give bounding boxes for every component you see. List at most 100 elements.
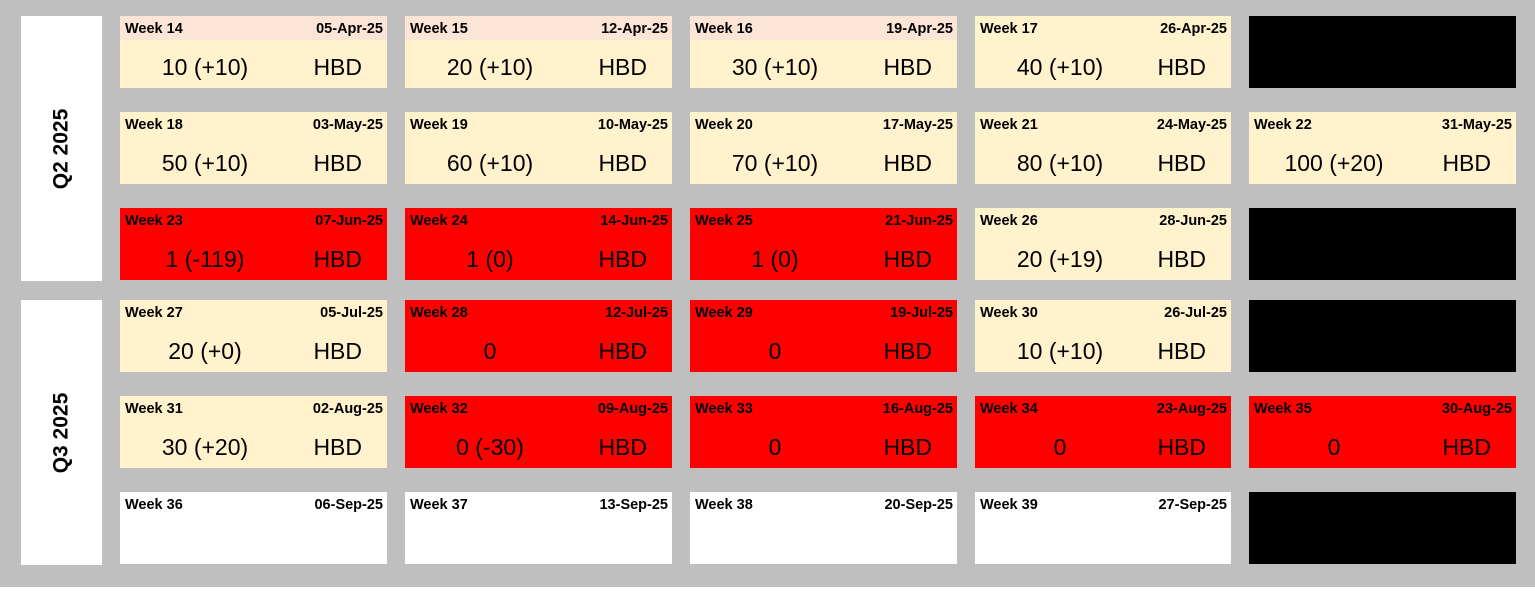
week-value: 20 (+19) — [1016, 246, 1104, 272]
week-value: 100 (+20) — [1284, 150, 1384, 176]
week-date: 14-Jun-25 — [600, 213, 668, 229]
week-value: 1 (0) — [751, 246, 799, 272]
week-cell[interactable]: Week 33 16-Aug-25 0 HBD — [690, 396, 957, 468]
week-cell-header: Week 38 20-Sep-25 — [690, 492, 957, 516]
week-cell[interactable]: Week 35 30-Aug-25 0 HBD — [1249, 396, 1516, 468]
week-value: 0 — [1327, 434, 1341, 460]
week-value: 1 (0) — [466, 246, 514, 272]
week-cell[interactable]: Week 20 17-May-25 70 (+10) HBD — [690, 112, 957, 184]
week-cell[interactable]: Week 24 14-Jun-25 1 (0) HBD — [405, 208, 672, 280]
quarter-label-text: Q3 2025 — [49, 392, 73, 473]
week-value: 1 (-119) — [165, 246, 245, 272]
week-value: 20 (+0) — [168, 338, 242, 364]
week-date: 23-Aug-25 — [1156, 401, 1227, 417]
week-tag: HBD — [1157, 338, 1206, 364]
week-date: 28-Jun-25 — [1159, 213, 1227, 229]
week-number: Week 32 — [410, 401, 468, 417]
week-cell[interactable]: Week 22 31-May-25 100 (+20) HBD — [1249, 112, 1516, 184]
week-number: Week 39 — [980, 497, 1038, 513]
week-cell[interactable]: Week 14 05-Apr-25 10 (+10) HBD — [120, 16, 387, 88]
week-number: Week 36 — [125, 497, 183, 513]
week-tag: HBD — [883, 54, 932, 80]
week-date: 13-Sep-25 — [599, 497, 668, 513]
week-number: Week 31 — [125, 401, 183, 417]
week-cell[interactable]: Week 21 24-May-25 80 (+10) HBD — [975, 112, 1231, 184]
week-date: 12-Apr-25 — [601, 21, 668, 37]
week-cell[interactable]: Week 31 02-Aug-25 30 (+20) HBD — [120, 396, 387, 468]
week-number: Week 33 — [695, 401, 753, 417]
week-number: Week 37 — [410, 497, 468, 513]
empty-week-cell — [1249, 300, 1516, 372]
week-number: Week 17 — [980, 21, 1038, 37]
week-date: 09-Aug-25 — [597, 401, 668, 417]
week-tag: HBD — [598, 150, 647, 176]
week-date: 26-Jul-25 — [1164, 305, 1227, 321]
week-date: 17-May-25 — [882, 117, 953, 133]
week-date: 16-Aug-25 — [882, 401, 953, 417]
week-number: Week 18 — [125, 117, 183, 133]
week-number: Week 25 — [695, 213, 753, 229]
week-date: 07-Jun-25 — [315, 213, 383, 229]
week-cell-header: Week 25 21-Jun-25 — [690, 208, 957, 232]
week-date: 21-Jun-25 — [885, 213, 953, 229]
week-number: Week 14 — [125, 21, 183, 37]
week-number: Week 30 — [980, 305, 1038, 321]
week-cell[interactable]: Week 38 20-Sep-25 — [690, 492, 957, 564]
week-cell[interactable]: Week 27 05-Jul-25 20 (+0) HBD — [120, 300, 387, 372]
week-cell[interactable]: Week 37 13-Sep-25 — [405, 492, 672, 564]
week-cell-header: Week 39 27-Sep-25 — [975, 492, 1231, 516]
week-cell[interactable]: Week 15 12-Apr-25 20 (+10) HBD — [405, 16, 672, 88]
week-cell-header: Week 34 23-Aug-25 — [975, 396, 1231, 420]
week-number: Week 22 — [1254, 117, 1312, 133]
week-date: 12-Jul-25 — [605, 305, 668, 321]
week-cell[interactable]: Week 26 28-Jun-25 20 (+19) HBD — [975, 208, 1231, 280]
week-cell[interactable]: Week 25 21-Jun-25 1 (0) HBD — [690, 208, 957, 280]
week-tag: HBD — [598, 54, 647, 80]
week-cell[interactable]: Week 17 26-Apr-25 40 (+10) HBD — [975, 16, 1231, 88]
week-cell[interactable]: Week 32 09-Aug-25 0 (-30) HBD — [405, 396, 672, 468]
week-cell-header: Week 26 28-Jun-25 — [975, 208, 1231, 232]
week-cell[interactable]: Week 29 19-Jul-25 0 HBD — [690, 300, 957, 372]
week-number: Week 29 — [695, 305, 753, 321]
week-value: 80 (+10) — [1016, 150, 1104, 176]
week-number: Week 28 — [410, 305, 468, 321]
week-number: Week 19 — [410, 117, 468, 133]
week-date: 03-May-25 — [312, 117, 383, 133]
week-tag: HBD — [1157, 246, 1206, 272]
week-date: 05-Apr-25 — [316, 21, 383, 37]
week-cell-header: Week 16 19-Apr-25 — [690, 16, 957, 40]
week-cell-header: Week 37 13-Sep-25 — [405, 492, 672, 516]
week-cell[interactable]: Week 23 07-Jun-25 1 (-119) HBD — [120, 208, 387, 280]
quarter-label-q2: Q2 2025 — [21, 16, 102, 281]
week-date: 06-Sep-25 — [314, 497, 383, 513]
week-tag: HBD — [1157, 150, 1206, 176]
week-value: 0 — [768, 434, 782, 460]
week-tag: HBD — [313, 434, 362, 460]
week-cell[interactable]: Week 19 10-May-25 60 (+10) HBD — [405, 112, 672, 184]
week-value: 30 (+20) — [161, 434, 249, 460]
week-cell-header: Week 28 12-Jul-25 — [405, 300, 672, 324]
week-cell-header: Week 32 09-Aug-25 — [405, 396, 672, 420]
week-cell[interactable]: Week 34 23-Aug-25 0 HBD — [975, 396, 1231, 468]
week-cell[interactable]: Week 39 27-Sep-25 — [975, 492, 1231, 564]
bottom-divider — [0, 587, 1535, 591]
week-tag: HBD — [598, 434, 647, 460]
week-number: Week 21 — [980, 117, 1038, 133]
week-cell-header: Week 24 14-Jun-25 — [405, 208, 672, 232]
week-cell[interactable]: Week 28 12-Jul-25 0 HBD — [405, 300, 672, 372]
week-number: Week 26 — [980, 213, 1038, 229]
week-tag: HBD — [598, 338, 647, 364]
week-tag: HBD — [313, 150, 362, 176]
week-tag: HBD — [598, 246, 647, 272]
week-date: 19-Apr-25 — [886, 21, 953, 37]
week-date: 20-Sep-25 — [884, 497, 953, 513]
week-cell[interactable]: Week 36 06-Sep-25 — [120, 492, 387, 564]
week-value: 0 — [768, 338, 782, 364]
week-value: 70 (+10) — [731, 150, 819, 176]
week-cell-header: Week 21 24-May-25 — [975, 112, 1231, 136]
week-cell[interactable]: Week 30 26-Jul-25 10 (+10) HBD — [975, 300, 1231, 372]
week-value: 20 (+10) — [446, 54, 534, 80]
week-cell[interactable]: Week 16 19-Apr-25 30 (+10) HBD — [690, 16, 957, 88]
week-cell[interactable]: Week 18 03-May-25 50 (+10) HBD — [120, 112, 387, 184]
